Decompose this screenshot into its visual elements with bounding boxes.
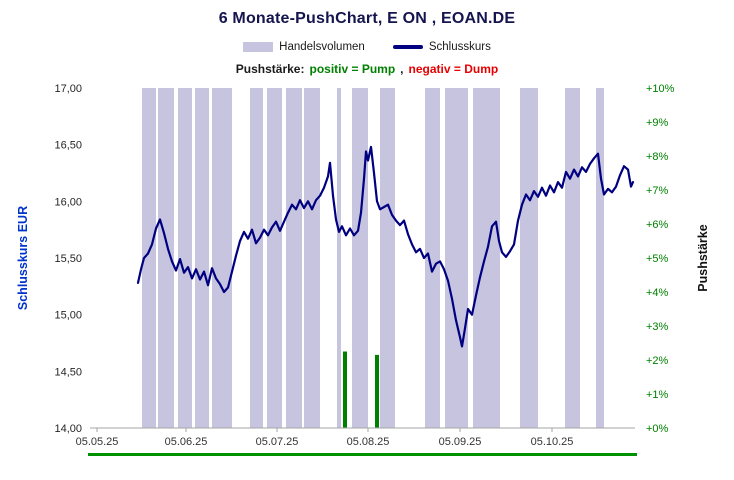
volume-bar: [425, 88, 440, 428]
volume-bar: [250, 88, 263, 428]
legend: Handelsvolumen Schlusskurs: [0, 40, 734, 54]
volume-bar: [352, 88, 368, 428]
volume-bar: [142, 88, 156, 428]
y-tick-label-right: +8%: [646, 151, 669, 163]
y-tick-label-right: +10%: [646, 83, 675, 95]
y-tick-label-right: +0%: [646, 423, 669, 435]
push-legend: Pushstärke: positiv = Pump , negativ = D…: [0, 61, 734, 77]
pump-bar: [375, 354, 379, 428]
legend-close-label: Schlusskurs: [428, 41, 491, 53]
y-tick-label-left: 15,50: [54, 253, 82, 265]
y-tick-label-right: +4%: [646, 287, 669, 299]
legend-volume-label: Handelsvolumen: [279, 41, 365, 53]
pump-bar: [343, 351, 347, 428]
volume-bar: [304, 88, 320, 428]
y-tick-label-left: 16,50: [54, 140, 82, 152]
x-tick-label: 05.08.25: [347, 436, 390, 448]
volume-bar: [267, 88, 282, 428]
volume-bar: [565, 88, 580, 428]
legend-volume: Handelsvolumen: [243, 41, 365, 53]
x-tick-label: 05.10.25: [531, 436, 574, 448]
push-legend-positive: positiv = Pump: [309, 62, 396, 76]
y-tick-label-right: +6%: [646, 219, 669, 231]
volume-bar: [158, 88, 174, 428]
y-tick-label-right: +7%: [646, 185, 669, 197]
y-tick-label-right: +2%: [646, 355, 669, 367]
push-legend-negative: negativ = Dump: [408, 62, 499, 76]
y-tick-label-left: 14,50: [54, 366, 82, 378]
volume-bar: [286, 88, 302, 428]
x-tick-label: 05.07.25: [256, 436, 299, 448]
y-tick-label-left: 14,00: [54, 423, 82, 435]
schlusskurs-line: [136, 145, 635, 348]
y-tick-label-right: +9%: [646, 117, 669, 129]
volume-bar: [337, 88, 341, 428]
volume-bar: [178, 88, 192, 428]
legend-close: Schlusskurs: [392, 41, 491, 53]
x-tick-label: 05.05.25: [76, 436, 119, 448]
x-tick-label: 05.06.25: [165, 436, 208, 448]
volume-bar: [473, 88, 500, 428]
y-tick-label-right: +5%: [646, 253, 669, 265]
y-tick-label-left: 16,00: [54, 196, 82, 208]
y-tick-label-right: +3%: [646, 321, 669, 333]
volume-bar: [195, 88, 209, 428]
trend-underline: [88, 453, 637, 456]
y-tick-label-right: +1%: [646, 389, 669, 401]
page-title: 6 Monate-PushChart, E ON , EOAN.DE: [218, 10, 516, 27]
volume-bar: [520, 88, 538, 428]
close-line-swatch-icon: [392, 45, 423, 49]
volume-bar: [212, 88, 232, 428]
push-legend-separator: ,: [400, 62, 404, 76]
volume-swatch-icon: [243, 42, 274, 52]
y-tick-label-left: 17,00: [54, 83, 82, 95]
volume-bar: [380, 88, 395, 428]
x-tick-label: 05.09.25: [439, 436, 482, 448]
volume-bar: [445, 88, 468, 428]
push-legend-prefix: Pushstärke:: [235, 62, 305, 76]
volume-bar: [596, 88, 604, 428]
y-tick-label-left: 15,00: [54, 310, 82, 322]
